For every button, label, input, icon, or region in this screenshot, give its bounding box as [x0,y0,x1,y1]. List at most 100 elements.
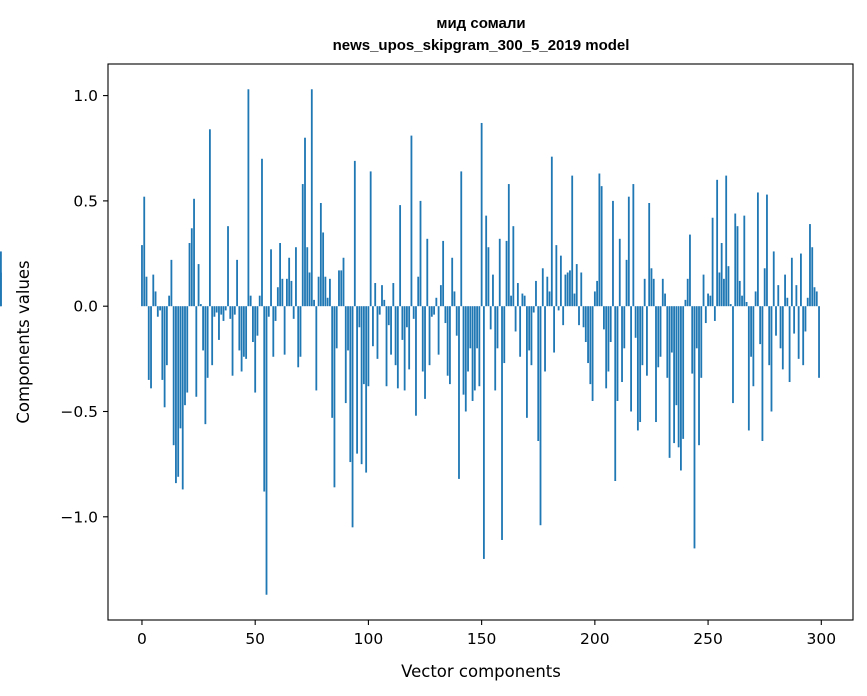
bar-144 [467,306,469,372]
bar-124 [421,306,424,372]
bar-206 [607,306,610,372]
bar-87 [338,270,340,307]
bar-131 [437,306,440,355]
bar-75 [310,89,313,307]
bar-297 [813,287,816,307]
bar-123 [419,200,422,307]
bar-195 [582,306,585,328]
bar-169 [523,295,526,307]
bar-70 [299,306,302,357]
y-axis-ticks: −1.0 −0.5 0.0 0.5 1.0 [60,87,108,526]
bar-291 [800,253,802,307]
bar-298 [815,291,818,307]
y-tick-label: −1.0 [60,508,98,526]
bar-99 [365,306,368,473]
bar-129 [433,306,435,315]
bar-252 [711,217,714,307]
bar-265 [741,295,743,307]
bar-118 [408,306,411,370]
bar-155 [492,274,494,307]
bar-253 [713,306,716,321]
bar-213 [623,306,626,349]
bar-248 [702,274,705,307]
bar-76 [313,299,315,307]
bar-7 [156,306,159,317]
bar-6 [154,291,157,307]
bar-110 [390,306,392,355]
bar-11 [165,306,168,366]
bar-36 [222,306,225,321]
bar-251 [709,295,712,307]
bar-208 [612,200,614,307]
bar-189 [569,270,571,307]
bar-190 [571,175,574,307]
bar-105 [378,306,381,315]
bar-203 [600,186,603,307]
bar-234 [670,306,673,353]
chart-title-line1: мид сомали [436,15,525,32]
bar-260 [729,304,732,307]
bar-43 [238,306,241,351]
bar-57 [270,249,272,307]
bar-240 [684,299,687,307]
bar-62 [281,278,284,307]
bar-83 [329,278,331,307]
bar-285 [786,297,789,307]
bar-21 [188,243,191,307]
bar-31 [211,306,214,366]
bar-226 [652,278,655,307]
bar-41 [233,306,236,315]
bar-284 [784,274,786,307]
bar-53 [261,158,263,307]
bar-90 [344,306,347,404]
bar-29 [206,306,209,378]
bar-182 [553,306,555,353]
y-tick-label: 0.5 [73,192,98,210]
bar-276 [766,194,768,307]
chart-title-line2: news_upos_skipgram_300_5_2019 model [333,37,630,54]
bar-61 [279,243,281,307]
bar-249 [704,306,707,324]
bar-181 [550,156,553,307]
bar-35 [220,306,223,315]
bar-59 [274,306,277,321]
bar-278 [770,306,773,412]
bar-134 [444,306,447,324]
bar-153 [487,247,490,307]
bar-48 [249,295,252,307]
bar-254 [716,179,719,307]
bar-274 [761,306,764,441]
bar-108 [385,306,388,387]
x-tick-label: 50 [245,630,265,648]
bar-80 [322,232,325,307]
bar-28 [204,306,207,425]
bar-141 [460,171,463,307]
bar-255 [718,272,721,307]
bar-271 [754,291,757,307]
bar-111 [392,283,395,307]
bar-19 [184,306,186,406]
bar-229 [659,306,662,357]
bar-69 [297,306,300,368]
bar-66 [290,280,293,307]
bar-197 [587,306,589,364]
bar-120 [412,306,415,319]
bar-23 [193,198,195,307]
bar-27 [202,306,205,351]
bar-277 [768,306,771,366]
bar-292 [802,306,805,366]
bar-244 [693,306,696,549]
bar-106 [381,285,383,307]
bar-12 [168,295,171,307]
bar-223 [646,306,648,376]
bar-286 [788,306,791,383]
bar-18 [181,306,184,490]
bar-157 [496,306,499,349]
bar-113 [396,306,399,389]
bar-167 [519,306,522,357]
bar-162 [507,184,510,307]
bar-96 [358,306,361,328]
bar-219 [636,306,639,431]
bar-112 [394,306,397,366]
bar-158 [498,238,501,307]
